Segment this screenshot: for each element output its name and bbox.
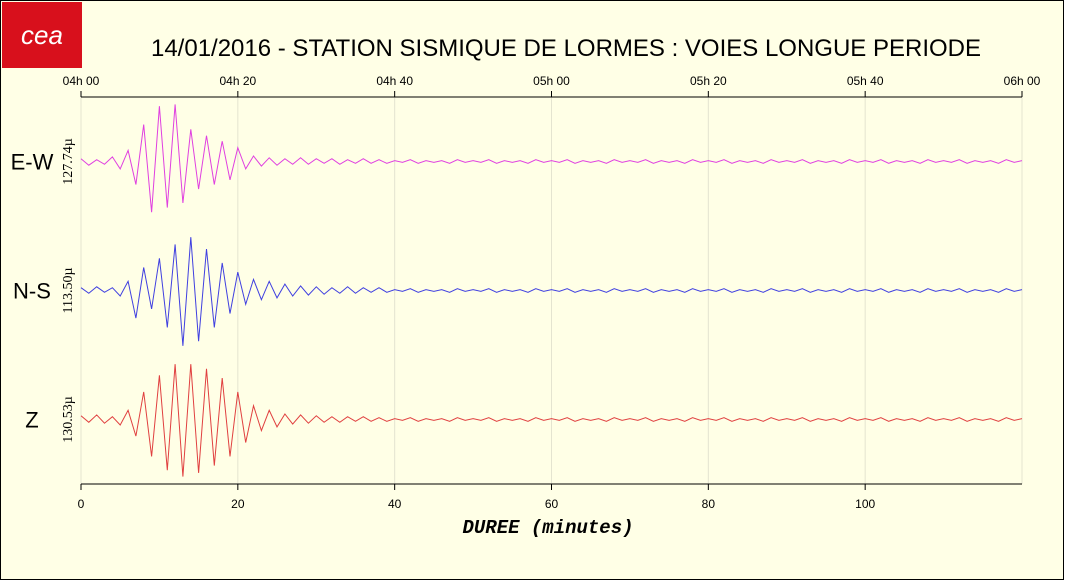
- x-tick-label: 100: [855, 497, 875, 511]
- x-tick-label: 20: [231, 497, 245, 511]
- x-tick-label: 80: [702, 497, 716, 511]
- trace: [80, 364, 1023, 477]
- logo-box: [2, 2, 82, 68]
- top-tick-label: 04h 40: [376, 74, 413, 88]
- trace-name: Z: [25, 408, 38, 433]
- logo: cea: [21, 20, 63, 50]
- x-tick-label: 0: [78, 497, 85, 511]
- trace: [80, 104, 1023, 213]
- scale-label: 130.53µ: [61, 396, 76, 443]
- top-tick-label: 04h 20: [219, 74, 256, 88]
- x-axis-label: DUREE (minutes): [462, 517, 633, 539]
- trace-name: E-W: [11, 150, 54, 175]
- top-tick-label: 05h 00: [533, 74, 570, 88]
- x-tick-label: 60: [545, 497, 559, 511]
- top-tick-label: 06h 00: [1004, 74, 1041, 88]
- scale-label: 113.50µ: [61, 267, 76, 313]
- x-tick-label: 40: [388, 497, 402, 511]
- scale-label: 127.74µ: [61, 138, 76, 185]
- top-tick-label: 05h 40: [847, 74, 884, 88]
- trace-name: N-S: [13, 279, 51, 304]
- chart-title: 14/01/2016 - STATION SISMIQUE DE LORMES …: [151, 35, 981, 62]
- top-tick-label: 04h 00: [63, 74, 100, 88]
- trace: [80, 237, 1023, 346]
- top-tick-label: 05h 20: [690, 74, 727, 88]
